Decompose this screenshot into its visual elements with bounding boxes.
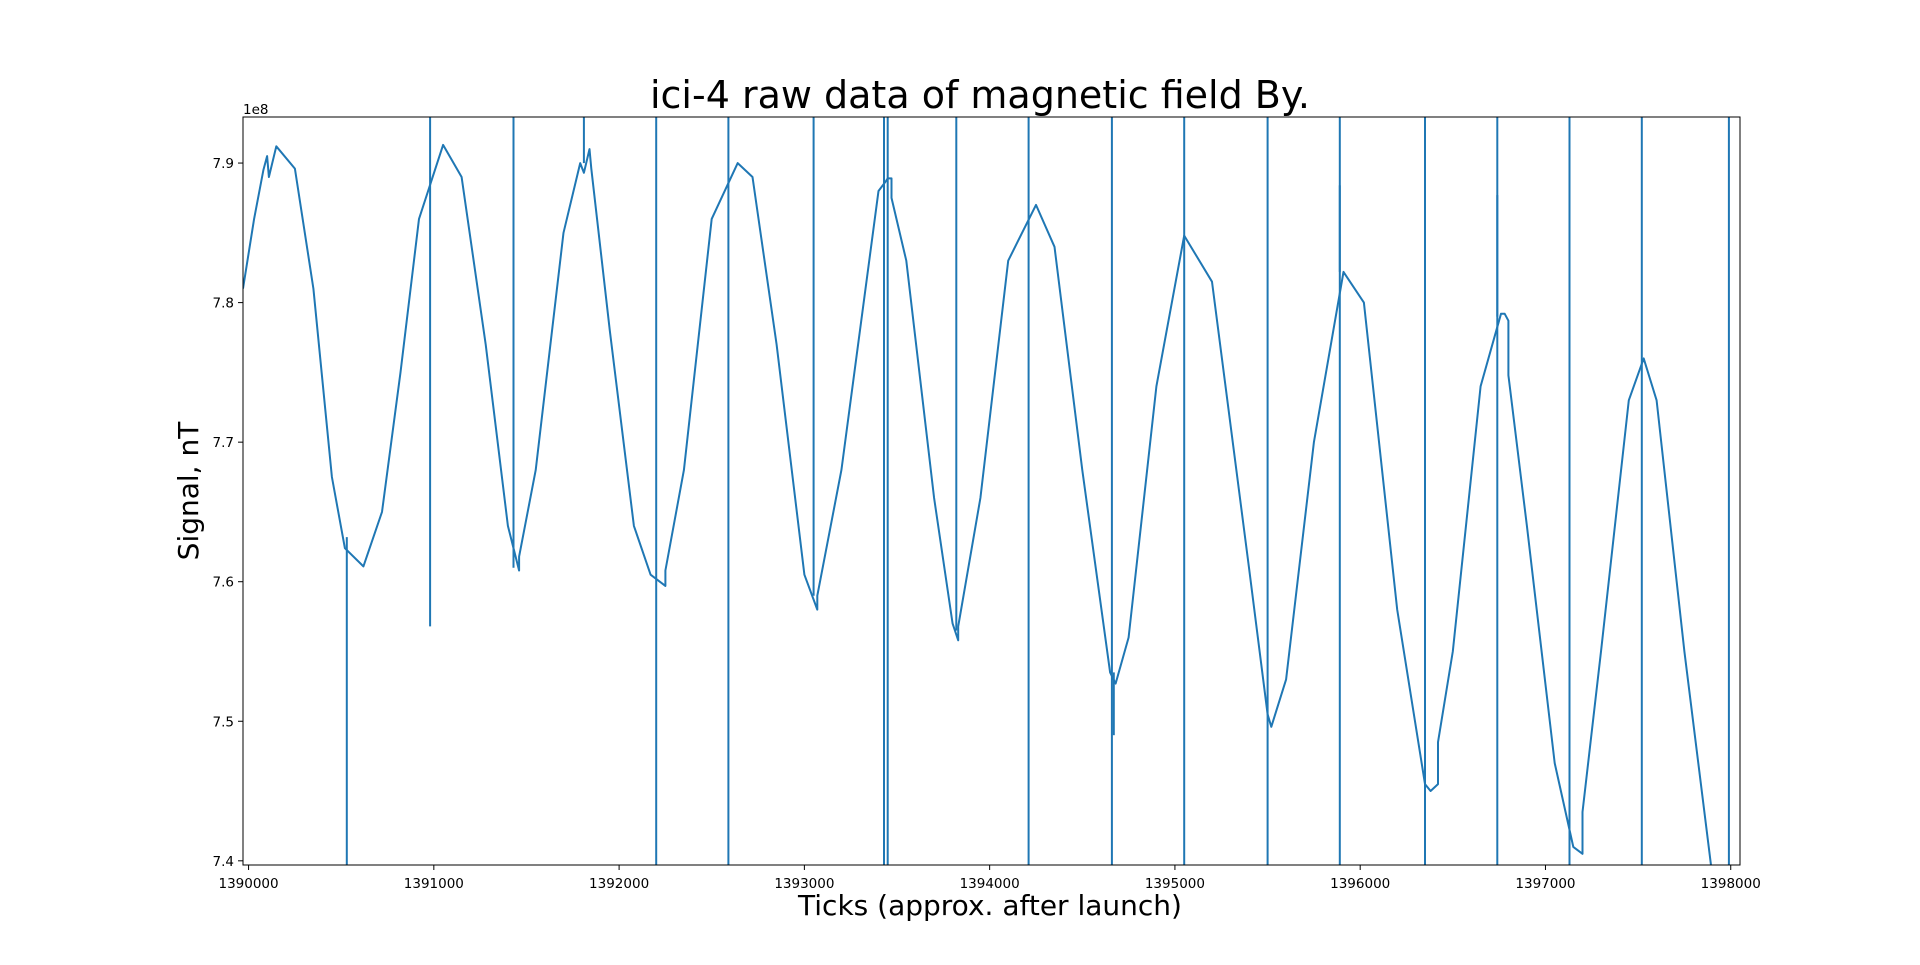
x-tick-label: 1395000: [1145, 876, 1205, 892]
x-axis: 1390000 1391000 1392000 1393000 1394000 13950…: [218, 865, 1761, 892]
plot-frame: [242, 116, 1741, 866]
chart-title: ici-4 raw data of magnetic field By.: [650, 73, 1310, 117]
y-tick-label: 7.7: [213, 435, 234, 451]
y-tick-label: 7.4: [213, 854, 234, 870]
y-tick-label: 7.9: [213, 156, 234, 172]
x-tick-label: 1393000: [774, 876, 834, 892]
x-tick-label: 1396000: [1330, 876, 1390, 892]
y-tick-label: 7.6: [213, 575, 234, 591]
y-tick-label: 7.8: [213, 296, 234, 312]
x-tick-label: 1397000: [1515, 876, 1575, 892]
x-tick-label: 1398000: [1701, 876, 1761, 892]
y-axis: 7.4 7.5 7.6 7.7 7.8 7.9: [213, 156, 243, 870]
plot-area: [243, 117, 1730, 865]
series-line: [243, 143, 1712, 865]
y-axis-label: Signal, nT: [172, 421, 205, 561]
x-tick-label: 1392000: [589, 876, 649, 892]
x-tick-label: 1394000: [960, 876, 1020, 892]
x-tick-label: 1390000: [218, 876, 278, 892]
x-axis-label: Ticks (approx. after launch): [797, 889, 1182, 922]
series-layer: [243, 117, 1730, 865]
y-tick-label: 7.5: [213, 714, 234, 730]
y-offset-label: 1e8: [243, 102, 268, 118]
x-tick-label: 1391000: [404, 876, 464, 892]
